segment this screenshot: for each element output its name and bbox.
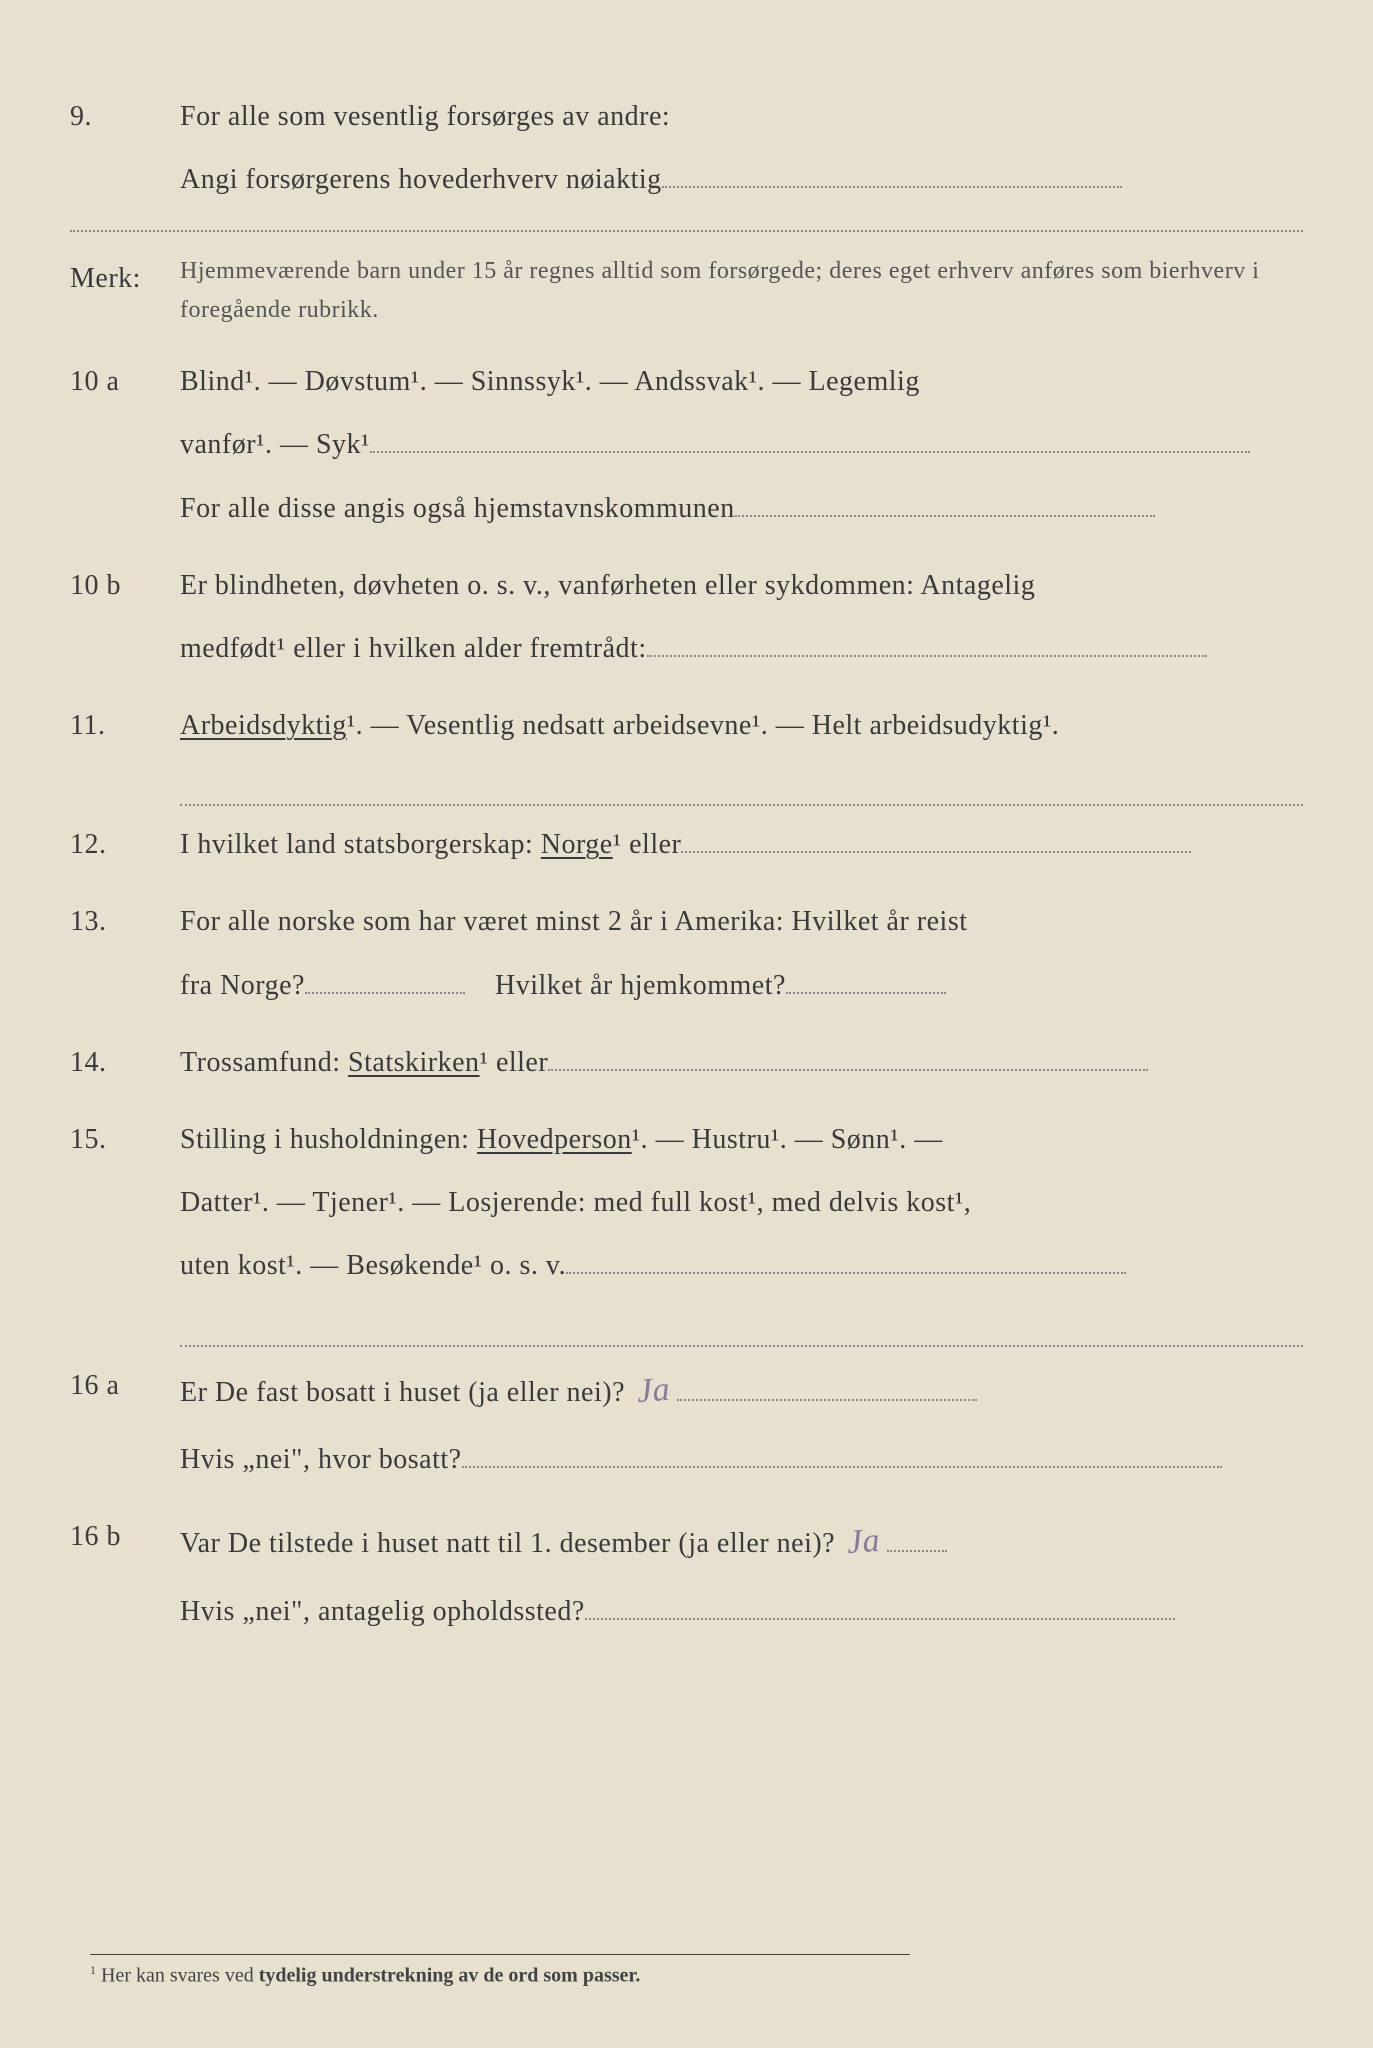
question-14: 14. Trossamfund: Statskirken¹ eller [70,1036,1303,1089]
q14-line: Trossamfund: Statskirken¹ eller [180,1036,1303,1089]
question-12: 12. I hvilket land statsborgerskap: Norg… [70,818,1303,871]
q15-line2: Datter¹. — Tjener¹. — Losjerende: med fu… [180,1176,1303,1229]
q10a-fill1 [370,451,1250,453]
q15-line3: uten kost¹. — Besøkende¹ o. s. v. [180,1239,1303,1292]
merk-note: Merk: Hjemmeværende barn under 15 år reg… [70,230,1303,329]
q14-fill [548,1069,1148,1071]
merk-text: Hjemmeværende barn under 15 år regnes al… [180,252,1303,329]
q13-line2: fra Norge? Hvilket år hjemkommet? [180,959,1303,1012]
q16b-line2: Hvis „nei", antagelig opholdssted? [180,1585,1303,1638]
q14-number: 14. [70,1036,160,1089]
q10b-line1: Er blindheten, døvheten o. s. v., vanfør… [180,559,1303,612]
q13-line1: For alle norske som har været minst 2 år… [180,895,1303,948]
q10a-number: 10 a [70,355,160,408]
q15-number: 15. [70,1113,160,1166]
question-11: 11. Arbeidsdyktig¹. — Vesentlig nedsatt … [70,699,1303,752]
q16b-fill2 [585,1618,1175,1620]
q11-blankline [180,776,1303,806]
question-9: 9. For alle som vesentlig forsørges av a… [70,90,1303,206]
q16b-answer: Ja [844,1509,882,1576]
q10b-line2: medfødt¹ eller i hvilken alder fremtrådt… [180,622,1303,675]
q13-number: 13. [70,895,160,948]
q16b-line1: Var De tilstede i huset natt til 1. dese… [180,1510,1303,1575]
q10a-line2: For alle disse angis også hjemstavnskomm… [180,482,1303,535]
q10a-line1a: Blind¹. — Døvstum¹. — Sinnssyk¹. — Andss… [180,355,1303,408]
q16a-number: 16 a [70,1359,160,1412]
q9-line1: For alle som vesentlig forsørges av andr… [180,90,1303,143]
q12-number: 12. [70,818,160,871]
q16a-line1: Er De fast bosatt i huset (ja eller nei)… [180,1359,1303,1424]
q13-fill1 [305,992,465,994]
q11-line: Arbeidsdyktig¹. — Vesentlig nedsatt arbe… [180,699,1303,752]
merk-label: Merk: [70,252,180,329]
census-form-page: 9. For alle som vesentlig forsørges av a… [0,0,1373,1722]
q16a-fill2 [462,1466,1222,1468]
q10b-number: 10 b [70,559,160,612]
q10a-line1b: vanfør¹. — Syk¹ [180,418,1303,471]
q11-number: 11. [70,699,160,752]
footnote: 1 Her kan svares ved tydelig understrekn… [90,1954,910,1988]
q12-line: I hvilket land statsborgerskap: Norge¹ e… [180,818,1303,871]
q13-fill2 [786,992,946,994]
q16a-line2: Hvis „nei", hvor bosatt? [180,1433,1303,1486]
question-10a: 10 a Blind¹. — Døvstum¹. — Sinnssyk¹. — … [70,355,1303,535]
question-16a: 16 a Er De fast bosatt i huset (ja eller… [70,1359,1303,1487]
q16a-answer: Ja [634,1358,672,1425]
q16a-fill1 [677,1399,977,1401]
question-13: 13. For alle norske som har været minst … [70,895,1303,1011]
q12-fill [681,851,1191,853]
q10a-fill2 [735,515,1155,517]
q9-fill [662,186,1122,188]
q16b-number: 16 b [70,1510,160,1563]
question-16b: 16 b Var De tilstede i huset natt til 1.… [70,1510,1303,1638]
q9-number: 9. [70,90,160,143]
q9-line2: Angi forsørgerens hovederhverv nøiaktig [180,153,1303,206]
q15-line1: Stilling i husholdningen: Hovedperson¹. … [180,1113,1303,1166]
q15-blankline [180,1317,1303,1347]
q15-fill [566,1272,1126,1274]
question-15: 15. Stilling i husholdningen: Hovedperso… [70,1113,1303,1293]
q10b-fill [647,655,1207,657]
question-10b: 10 b Er blindheten, døvheten o. s. v., v… [70,559,1303,675]
q16b-fill1 [887,1550,947,1552]
